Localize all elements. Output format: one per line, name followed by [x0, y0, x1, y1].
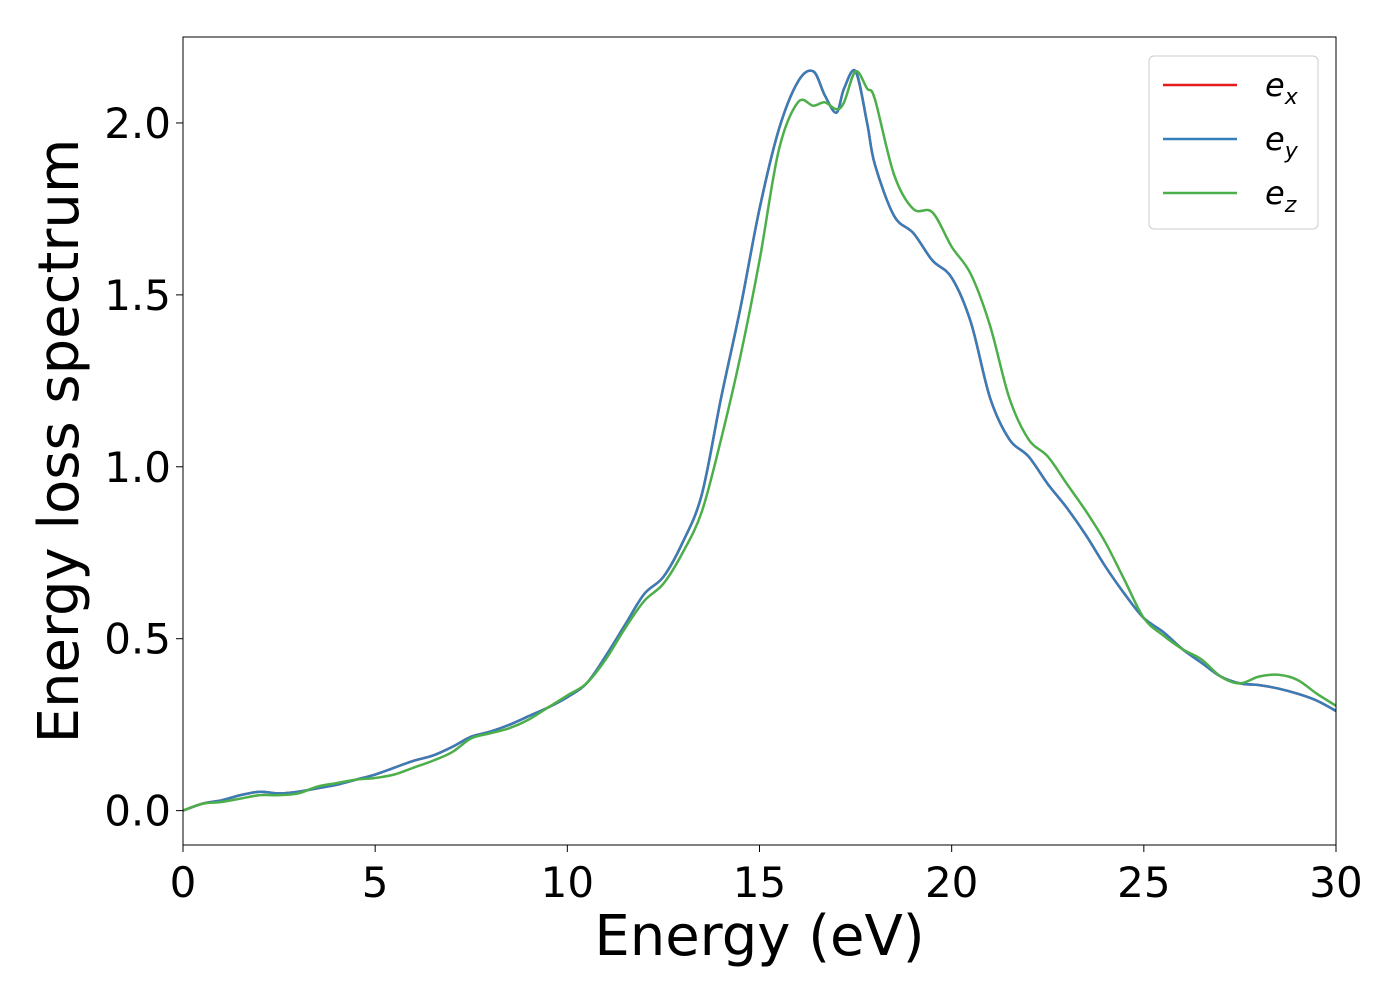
legend-box [1148, 55, 1319, 230]
y-tick-label: 1.0 [104, 443, 171, 492]
x-tick-label: 25 [1117, 858, 1170, 907]
x-axis-label: Energy (eV) [594, 904, 924, 969]
series-line-y [182, 68, 1337, 812]
legend: ex ey ez [1148, 55, 1319, 230]
x-tick-label: 15 [733, 858, 786, 907]
legend-label-x: ex [1265, 66, 1299, 110]
plot-series [182, 68, 1337, 812]
x-tick-label: 10 [541, 858, 594, 907]
legend-label-y: ey [1265, 120, 1299, 164]
legend-label-z: ez [1265, 174, 1297, 218]
x-axis: 0 5 10 15 20 25 30 [170, 845, 1363, 907]
x-tick-label: 30 [1309, 858, 1362, 907]
series-line-z [182, 70, 1337, 812]
x-tick-label: 0 [170, 858, 197, 907]
y-tick-label: 0.0 [104, 787, 171, 836]
y-tick-label: 1.5 [104, 271, 171, 320]
x-tick-label: 5 [362, 858, 389, 907]
y-axis-label: Energy loss spectrum [27, 139, 92, 744]
y-tick-label: 2.0 [104, 99, 171, 148]
y-tick-label: 0.5 [104, 615, 171, 664]
y-axis: 0.0 0.5 1.0 1.5 2.0 [104, 99, 183, 836]
x-tick-label: 20 [925, 858, 978, 907]
